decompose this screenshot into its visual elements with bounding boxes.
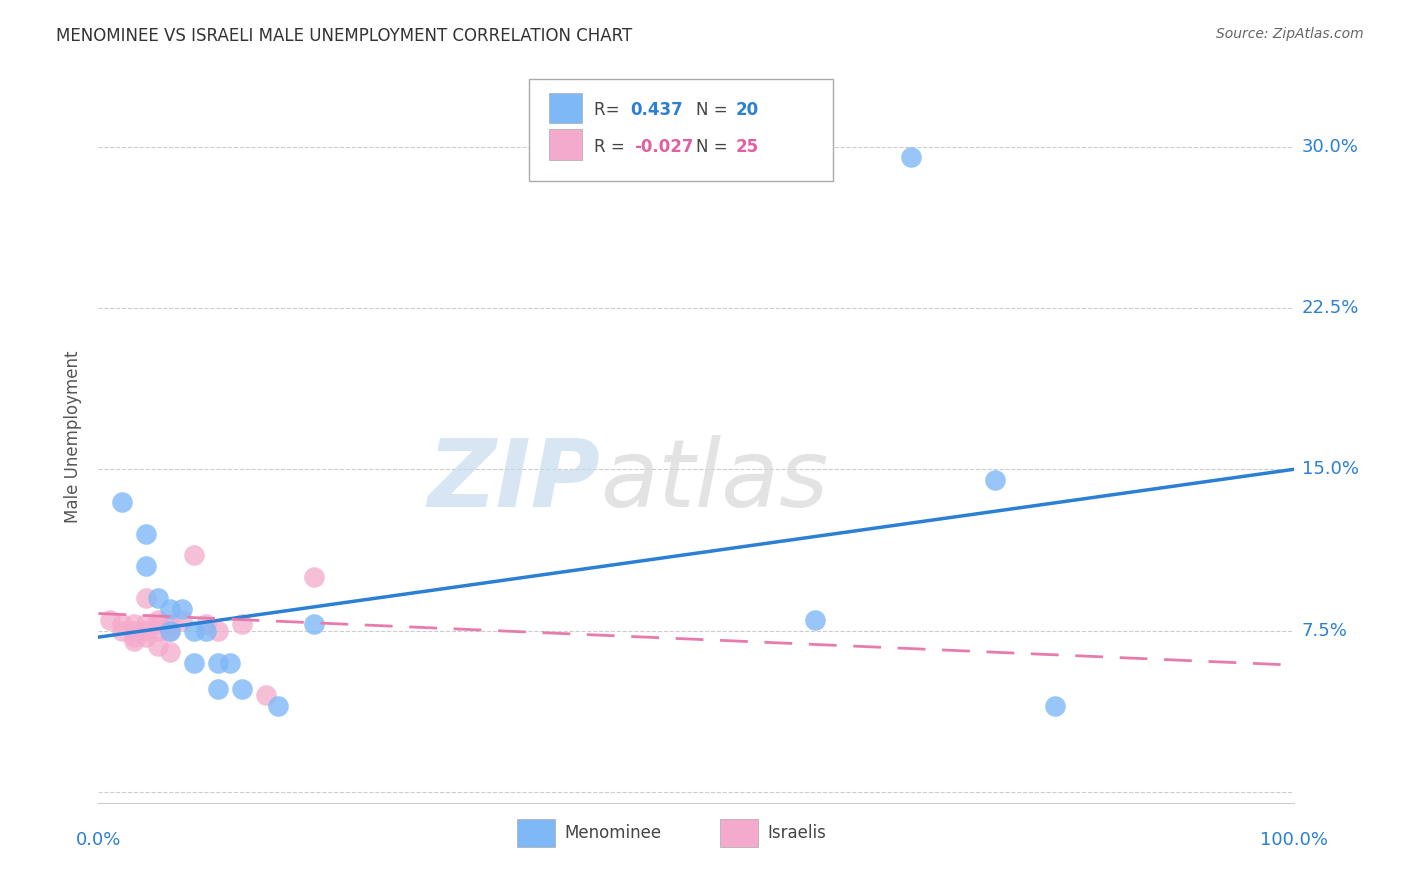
Point <box>900 150 922 164</box>
Text: 100.0%: 100.0% <box>1260 830 1327 848</box>
Text: atlas: atlas <box>600 435 828 526</box>
Point <box>111 617 134 632</box>
Point <box>148 613 170 627</box>
Point <box>984 473 1007 487</box>
Point <box>159 602 181 616</box>
Point <box>135 624 157 638</box>
Bar <box>548 129 582 160</box>
Point <box>111 624 134 638</box>
Point <box>302 617 325 632</box>
Point <box>124 624 146 638</box>
Point <box>267 698 290 713</box>
Point <box>219 656 242 670</box>
Bar <box>548 93 582 123</box>
Text: 0.437: 0.437 <box>630 101 683 120</box>
Point <box>183 624 205 638</box>
Text: -0.027: -0.027 <box>634 137 693 156</box>
Point <box>172 602 194 616</box>
Y-axis label: Male Unemployment: Male Unemployment <box>65 351 83 524</box>
Point <box>804 613 827 627</box>
Point <box>135 591 157 606</box>
Text: Source: ZipAtlas.com: Source: ZipAtlas.com <box>1216 27 1364 41</box>
Text: N =: N = <box>696 137 733 156</box>
Bar <box>517 819 555 847</box>
Point <box>135 527 157 541</box>
Point <box>1043 698 1066 713</box>
Point <box>254 688 277 702</box>
Point <box>231 617 253 632</box>
Point <box>159 617 181 632</box>
Text: Israelis: Israelis <box>768 824 827 842</box>
Text: 0.0%: 0.0% <box>76 830 121 848</box>
Point <box>111 494 134 508</box>
Point <box>231 681 253 696</box>
Point <box>148 624 170 638</box>
Point <box>207 656 229 670</box>
Text: N =: N = <box>696 101 733 120</box>
Text: 15.0%: 15.0% <box>1302 460 1358 478</box>
Point <box>172 613 194 627</box>
Point <box>207 681 229 696</box>
Point <box>124 634 146 648</box>
Point <box>195 624 218 638</box>
Point <box>302 570 325 584</box>
Point <box>135 630 157 644</box>
Text: 25: 25 <box>735 137 758 156</box>
Point <box>195 617 218 632</box>
Text: 30.0%: 30.0% <box>1302 137 1358 156</box>
Text: R=: R= <box>595 101 626 120</box>
Text: 7.5%: 7.5% <box>1302 622 1348 640</box>
Point <box>159 624 181 638</box>
Point <box>124 617 146 632</box>
Point <box>207 624 229 638</box>
FancyBboxPatch shape <box>529 78 834 181</box>
Point <box>159 645 181 659</box>
Point <box>183 656 205 670</box>
Text: R =: R = <box>595 137 630 156</box>
Text: Menominee: Menominee <box>565 824 662 842</box>
Bar <box>720 819 758 847</box>
Text: 22.5%: 22.5% <box>1302 299 1360 317</box>
Text: 20: 20 <box>735 101 758 120</box>
Point <box>135 559 157 574</box>
Point <box>124 630 146 644</box>
Text: ZIP: ZIP <box>427 435 600 527</box>
Point <box>183 549 205 563</box>
Point <box>135 617 157 632</box>
Point <box>148 591 170 606</box>
Text: MENOMINEE VS ISRAELI MALE UNEMPLOYMENT CORRELATION CHART: MENOMINEE VS ISRAELI MALE UNEMPLOYMENT C… <box>56 27 633 45</box>
Point <box>159 624 181 638</box>
Point <box>148 639 170 653</box>
Point <box>98 613 122 627</box>
Point <box>148 617 170 632</box>
